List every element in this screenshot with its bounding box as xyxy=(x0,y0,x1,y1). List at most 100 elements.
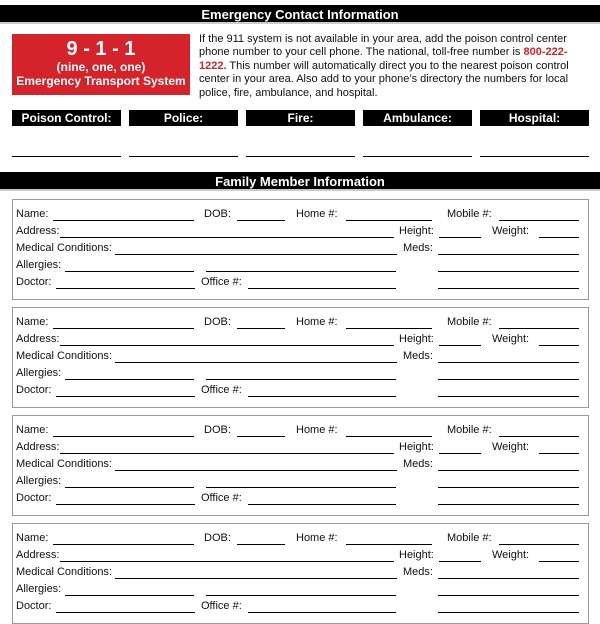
contact-number-field[interactable] xyxy=(129,156,238,157)
meds-field[interactable] xyxy=(438,254,579,255)
mobile-field[interactable] xyxy=(499,436,579,437)
family-member-card: Name: DOB: Home #: Mobile #: Address: Height:… xyxy=(12,307,589,408)
extra-field[interactable] xyxy=(438,396,579,397)
dob-field[interactable] xyxy=(237,544,285,545)
weight-field[interactable] xyxy=(539,345,579,346)
allergies-field[interactable] xyxy=(65,487,194,488)
badge-number: 9 - 1 - 1 xyxy=(66,38,136,60)
mobile-label: Mobile #: xyxy=(447,424,492,436)
contact-number-field[interactable] xyxy=(480,156,589,157)
contact-label: Poison Control: xyxy=(12,110,121,126)
office-field[interactable] xyxy=(248,288,396,289)
extra-field[interactable] xyxy=(438,487,579,488)
medical-label: Medical Conditions: xyxy=(16,458,112,470)
extra-field[interactable] xyxy=(438,271,579,272)
extra-field[interactable] xyxy=(438,379,579,380)
meds-label: Meds: xyxy=(403,458,433,470)
extra-field[interactable] xyxy=(206,487,396,488)
doctor-label: Doctor: xyxy=(16,384,52,396)
meds-label: Meds: xyxy=(403,350,433,362)
weight-field[interactable] xyxy=(539,453,579,454)
office-label: Office #: xyxy=(201,276,242,288)
contact-number-field[interactable] xyxy=(363,156,472,157)
doctor-label: Doctor: xyxy=(16,600,52,612)
dob-label: DOB: xyxy=(204,208,231,220)
family-member-card: Name: DOB: Home #: Mobile #: Address: Height:… xyxy=(12,415,589,516)
height-field[interactable] xyxy=(439,561,481,562)
doctor-field[interactable] xyxy=(56,288,195,289)
name-field[interactable] xyxy=(53,544,194,545)
address-field[interactable] xyxy=(60,345,394,346)
allergies-label: Allergies: xyxy=(16,367,62,379)
weight-label: Weight: xyxy=(492,333,530,345)
extra-field[interactable] xyxy=(438,595,579,596)
office-field[interactable] xyxy=(248,504,396,505)
address-field[interactable] xyxy=(60,453,394,454)
meds-field[interactable] xyxy=(438,470,579,471)
home-label: Home #: xyxy=(296,208,338,220)
medical-label: Medical Conditions: xyxy=(16,350,112,362)
home-label: Home #: xyxy=(296,424,338,436)
dob-label: DOB: xyxy=(204,316,231,328)
extra-field[interactable] xyxy=(206,595,396,596)
home-field[interactable] xyxy=(346,328,432,329)
medical-field[interactable] xyxy=(115,362,397,363)
extra-field[interactable] xyxy=(438,612,579,613)
address-label: Address: xyxy=(16,333,60,345)
allergies-field[interactable] xyxy=(65,379,194,380)
doctor-field[interactable] xyxy=(56,612,195,613)
name-field[interactable] xyxy=(53,328,194,329)
extra-field[interactable] xyxy=(206,271,396,272)
office-field[interactable] xyxy=(248,396,396,397)
meds-field[interactable] xyxy=(438,578,579,579)
home-field[interactable] xyxy=(346,544,432,545)
medical-label: Medical Conditions: xyxy=(16,566,112,578)
dob-field[interactable] xyxy=(237,220,285,221)
address-field[interactable] xyxy=(60,561,394,562)
address-label: Address: xyxy=(16,441,60,453)
mobile-label: Mobile #: xyxy=(447,532,492,544)
mobile-field[interactable] xyxy=(499,544,579,545)
medical-field[interactable] xyxy=(115,470,397,471)
name-label: Name: xyxy=(16,208,49,220)
contact-label: Ambulance: xyxy=(363,110,472,126)
doctor-label: Doctor: xyxy=(16,492,52,504)
doctor-field[interactable] xyxy=(56,396,195,397)
poison-control-phone: 800-222-1222. xyxy=(199,46,568,72)
contact-number-field[interactable] xyxy=(246,156,355,157)
weight-field[interactable] xyxy=(539,561,579,562)
weight-field[interactable] xyxy=(539,237,579,238)
weight-label: Weight: xyxy=(492,549,530,561)
mobile-label: Mobile #: xyxy=(447,208,492,220)
family-member-card: Name: DOB: Home #: Mobile #: Address: Height:… xyxy=(12,199,589,300)
meds-field[interactable] xyxy=(438,362,579,363)
extra-field[interactable] xyxy=(438,504,579,505)
extra-field[interactable] xyxy=(438,288,579,289)
address-label: Address: xyxy=(16,549,60,561)
mobile-field[interactable] xyxy=(499,328,579,329)
address-field[interactable] xyxy=(60,237,394,238)
height-field[interactable] xyxy=(439,453,481,454)
dob-field[interactable] xyxy=(237,328,285,329)
extra-field[interactable] xyxy=(206,379,396,380)
medical-field[interactable] xyxy=(115,254,397,255)
name-field[interactable] xyxy=(53,220,194,221)
office-label: Office #: xyxy=(201,492,242,504)
mobile-field[interactable] xyxy=(499,220,579,221)
allergies-field[interactable] xyxy=(65,271,194,272)
height-field[interactable] xyxy=(439,345,481,346)
name-field[interactable] xyxy=(53,436,194,437)
home-field[interactable] xyxy=(346,436,432,437)
badge-system: Emergency Transport System xyxy=(16,74,186,88)
height-field[interactable] xyxy=(439,237,481,238)
allergies-field[interactable] xyxy=(65,595,194,596)
allergies-label: Allergies: xyxy=(16,583,62,595)
family-member-card: Name: DOB: Home #: Mobile #: Address: Height:… xyxy=(12,523,589,624)
allergies-label: Allergies: xyxy=(16,475,62,487)
doctor-field[interactable] xyxy=(56,504,195,505)
medical-field[interactable] xyxy=(115,578,397,579)
office-field[interactable] xyxy=(248,612,396,613)
contact-number-field[interactable] xyxy=(12,156,121,157)
dob-field[interactable] xyxy=(237,436,285,437)
home-field[interactable] xyxy=(346,220,432,221)
